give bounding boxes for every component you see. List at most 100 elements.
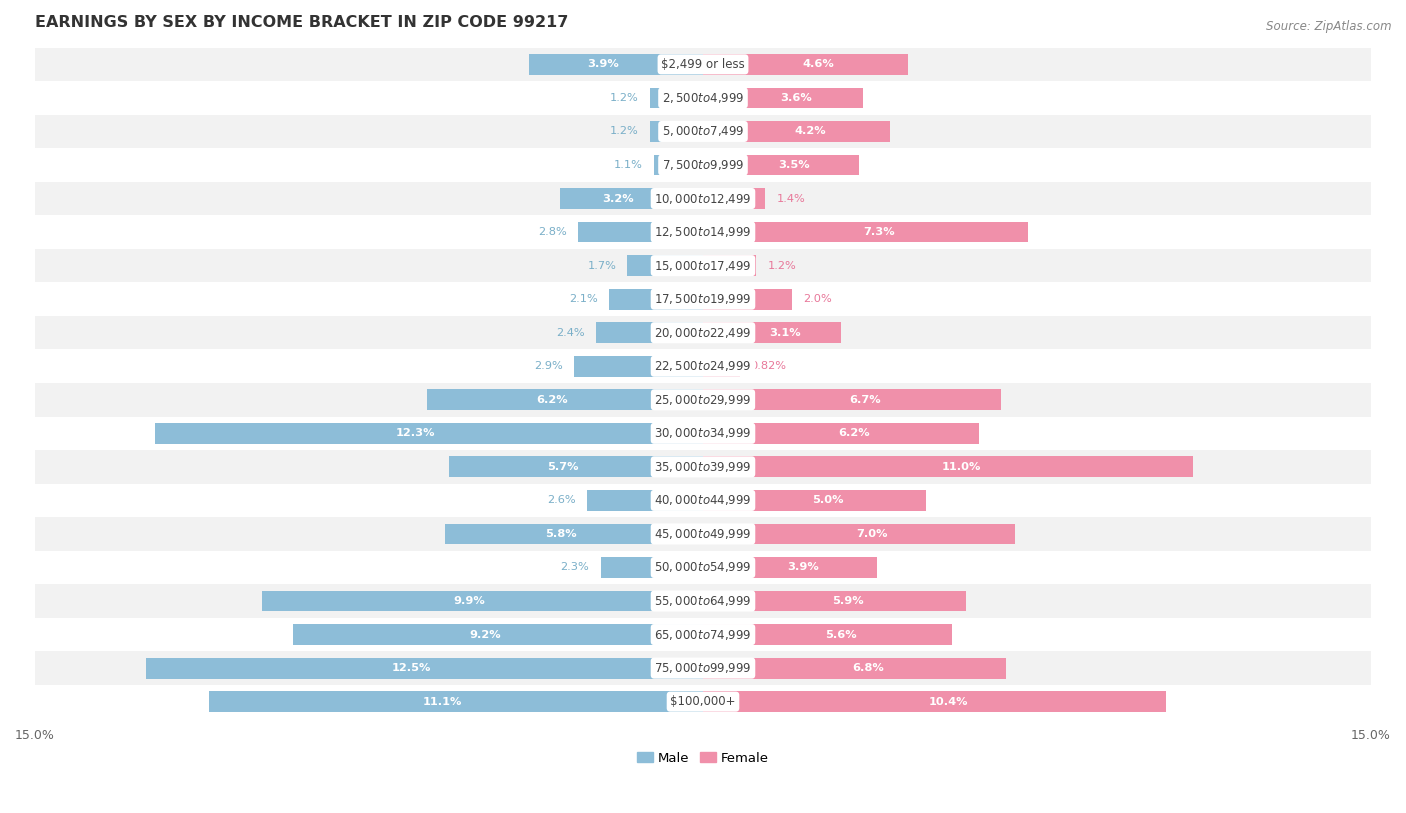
Text: 2.9%: 2.9% <box>534 361 562 372</box>
Bar <box>35 416 1371 450</box>
Text: $55,000 to $64,999: $55,000 to $64,999 <box>654 594 752 608</box>
Bar <box>703 222 1028 242</box>
Legend: Male, Female: Male, Female <box>631 746 775 770</box>
Bar <box>703 88 863 108</box>
Text: 4.2%: 4.2% <box>794 127 825 137</box>
Bar <box>703 188 765 209</box>
Bar <box>35 618 1371 651</box>
Bar <box>703 524 1015 545</box>
Text: $10,000 to $12,499: $10,000 to $12,499 <box>654 192 752 206</box>
Bar <box>703 590 966 611</box>
Bar <box>703 54 908 75</box>
Text: $15,000 to $17,499: $15,000 to $17,499 <box>654 259 752 272</box>
Bar <box>449 456 703 477</box>
Text: 1.2%: 1.2% <box>610 127 638 137</box>
Bar <box>650 121 703 141</box>
Text: $100,000+: $100,000+ <box>671 695 735 708</box>
Bar <box>35 383 1371 416</box>
Bar <box>574 356 703 376</box>
Text: 0.82%: 0.82% <box>751 361 786 372</box>
Bar <box>35 282 1371 316</box>
Bar <box>35 115 1371 148</box>
Bar <box>561 188 703 209</box>
Text: $25,000 to $29,999: $25,000 to $29,999 <box>654 393 752 406</box>
Text: 12.3%: 12.3% <box>396 428 436 438</box>
Text: 3.9%: 3.9% <box>787 563 820 572</box>
Bar <box>703 289 792 310</box>
Text: 3.9%: 3.9% <box>586 59 619 69</box>
Bar <box>35 182 1371 215</box>
Bar <box>650 88 703 108</box>
Text: 7.3%: 7.3% <box>863 227 894 237</box>
Text: 6.8%: 6.8% <box>852 663 883 673</box>
Bar <box>35 450 1371 484</box>
Text: Source: ZipAtlas.com: Source: ZipAtlas.com <box>1267 20 1392 33</box>
Text: 2.8%: 2.8% <box>538 227 567 237</box>
Text: $75,000 to $99,999: $75,000 to $99,999 <box>654 661 752 675</box>
Text: $22,500 to $24,999: $22,500 to $24,999 <box>654 359 752 373</box>
Bar <box>703 322 841 343</box>
Text: $65,000 to $74,999: $65,000 to $74,999 <box>654 628 752 641</box>
Text: $40,000 to $44,999: $40,000 to $44,999 <box>654 493 752 507</box>
Text: $5,000 to $7,499: $5,000 to $7,499 <box>662 124 744 138</box>
Bar <box>294 624 703 645</box>
Text: 9.9%: 9.9% <box>453 596 485 606</box>
Text: $17,500 to $19,999: $17,500 to $19,999 <box>654 292 752 307</box>
Text: $20,000 to $22,499: $20,000 to $22,499 <box>654 326 752 340</box>
Text: 10.4%: 10.4% <box>928 697 967 706</box>
Bar <box>35 249 1371 282</box>
Text: 9.2%: 9.2% <box>470 629 501 640</box>
Text: 2.0%: 2.0% <box>803 294 832 304</box>
Bar <box>703 691 1166 712</box>
Bar <box>35 685 1371 719</box>
Text: 1.2%: 1.2% <box>768 261 796 271</box>
Bar <box>703 255 756 276</box>
Bar <box>600 557 703 578</box>
Text: 3.6%: 3.6% <box>780 93 813 103</box>
Bar <box>529 54 703 75</box>
Text: 5.7%: 5.7% <box>547 462 578 472</box>
Text: 12.5%: 12.5% <box>392 663 432 673</box>
Bar <box>35 48 1371 81</box>
Bar <box>35 316 1371 350</box>
Bar <box>609 289 703 310</box>
Bar <box>444 524 703 545</box>
Bar <box>654 154 703 176</box>
Text: 2.4%: 2.4% <box>557 328 585 337</box>
Text: 11.1%: 11.1% <box>423 697 463 706</box>
Text: 6.2%: 6.2% <box>536 395 568 405</box>
Text: $30,000 to $34,999: $30,000 to $34,999 <box>654 426 752 441</box>
Bar <box>578 222 703 242</box>
Bar <box>35 585 1371 618</box>
Text: $12,500 to $14,999: $12,500 to $14,999 <box>654 225 752 239</box>
Bar <box>703 356 740 376</box>
Bar <box>703 154 859 176</box>
Bar <box>703 423 979 444</box>
Bar <box>703 624 952 645</box>
Bar <box>703 490 925 511</box>
Bar <box>596 322 703 343</box>
Bar <box>588 490 703 511</box>
Bar <box>35 550 1371 585</box>
Bar <box>35 484 1371 517</box>
Text: 1.7%: 1.7% <box>588 261 616 271</box>
Text: 3.2%: 3.2% <box>603 193 634 203</box>
Bar <box>427 389 703 411</box>
Text: $35,000 to $39,999: $35,000 to $39,999 <box>654 460 752 474</box>
Text: 5.0%: 5.0% <box>811 495 844 506</box>
Text: 2.6%: 2.6% <box>547 495 576 506</box>
Bar <box>155 423 703 444</box>
Text: 2.1%: 2.1% <box>569 294 599 304</box>
Bar <box>703 658 1005 679</box>
Text: $7,500 to $9,999: $7,500 to $9,999 <box>662 158 744 172</box>
Text: 6.7%: 6.7% <box>849 395 882 405</box>
Text: 1.4%: 1.4% <box>776 193 806 203</box>
Bar <box>146 658 703 679</box>
Text: $2,500 to $4,999: $2,500 to $4,999 <box>662 91 744 105</box>
Text: 1.1%: 1.1% <box>614 160 643 170</box>
Text: 5.6%: 5.6% <box>825 629 856 640</box>
Text: $50,000 to $54,999: $50,000 to $54,999 <box>654 560 752 575</box>
Bar <box>35 517 1371 550</box>
Text: $45,000 to $49,999: $45,000 to $49,999 <box>654 527 752 541</box>
Text: 1.2%: 1.2% <box>610 93 638 103</box>
